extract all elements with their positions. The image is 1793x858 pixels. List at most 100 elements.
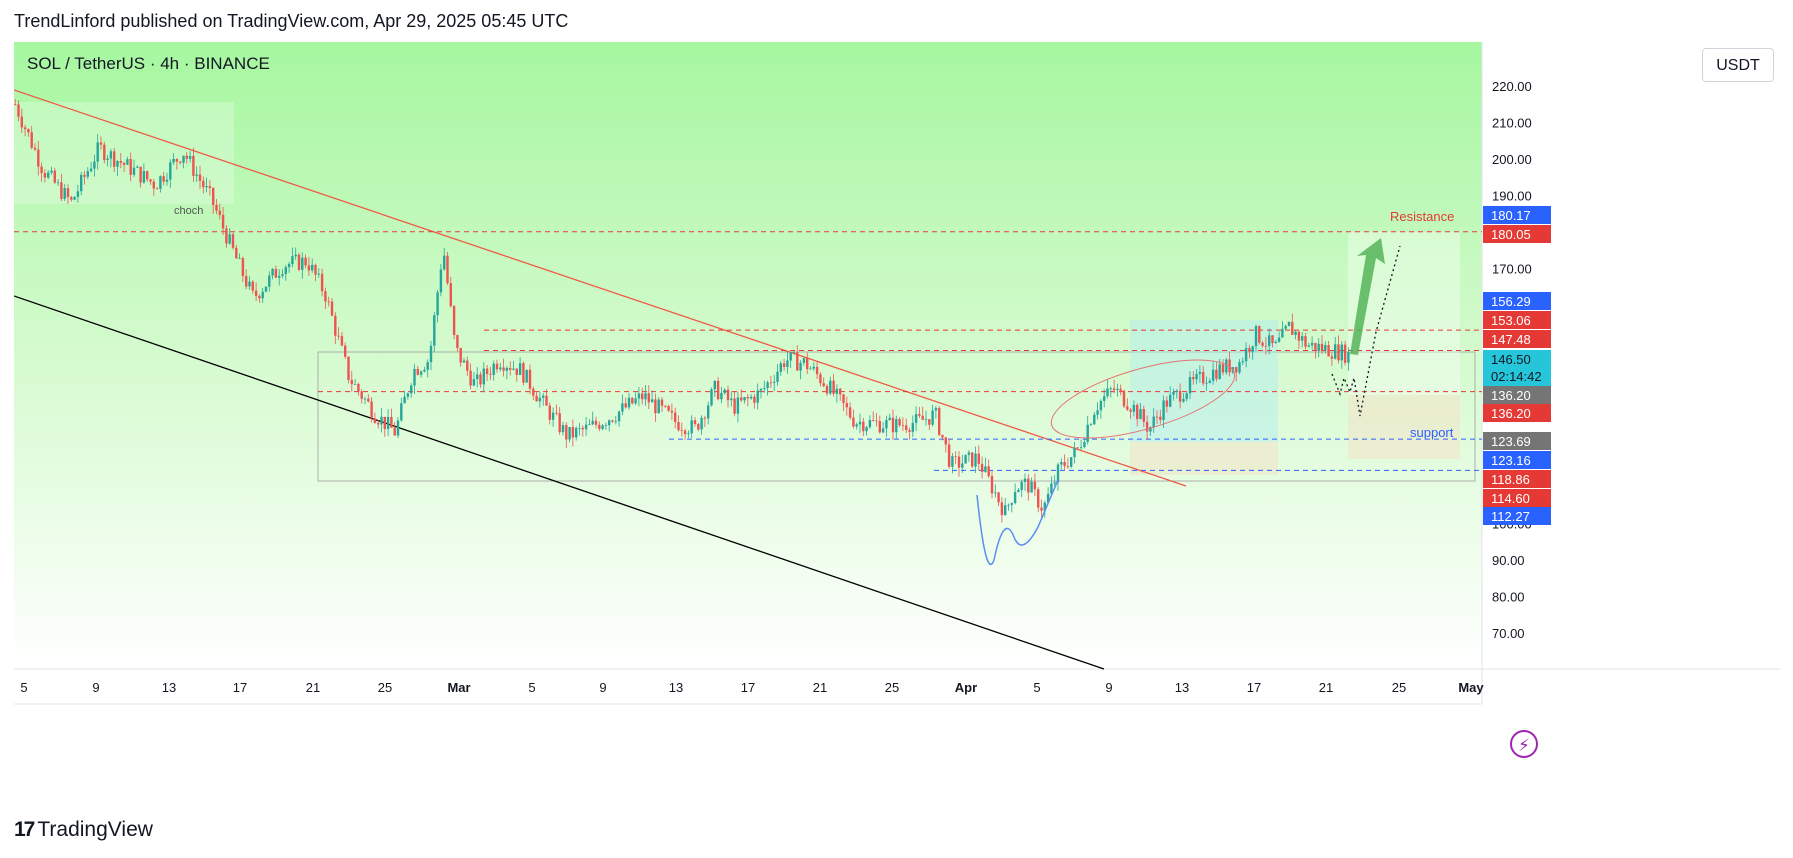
candle (1291, 313, 1294, 335)
candle (66, 184, 70, 204)
candle (439, 263, 443, 297)
candle (542, 392, 545, 406)
candle (746, 393, 749, 407)
candle (1244, 342, 1248, 368)
candle (753, 394, 756, 409)
candle (23, 124, 27, 137)
candle (1192, 371, 1195, 385)
time-tick-label: 25 (378, 680, 392, 695)
candle (297, 252, 301, 272)
time-tick-label: 13 (1175, 680, 1189, 695)
price-chart[interactable]: choch Resistance support 220.00 210.00 200… (14, 42, 1780, 805)
candle (710, 387, 713, 407)
candle (674, 407, 677, 429)
candle (641, 387, 644, 405)
candle (997, 491, 1000, 507)
candle (1211, 361, 1215, 385)
candle (304, 254, 307, 269)
descending-trendline (14, 89, 1187, 487)
candle (1063, 454, 1066, 471)
candle (1000, 496, 1004, 523)
candle (70, 195, 73, 202)
candle (416, 365, 419, 376)
candle (1294, 330, 1297, 340)
candle (469, 363, 472, 390)
candle (792, 350, 796, 354)
candle (782, 358, 786, 371)
candle (241, 256, 245, 283)
candle (1079, 439, 1083, 451)
price-tag: 147.48 (1483, 330, 1551, 348)
candle (528, 364, 532, 395)
candle (324, 287, 327, 309)
lightning-icon[interactable]: ⚡ (1510, 730, 1538, 758)
candle (228, 228, 231, 245)
candle (1268, 328, 1271, 355)
candle (954, 451, 957, 465)
candle (396, 417, 400, 439)
tradingview-logo[interactable]: 17 TradingView (14, 818, 153, 842)
bullish-arrow (1350, 238, 1385, 355)
candle (1297, 329, 1301, 350)
candle (1159, 409, 1162, 424)
price-tag: 118.86 (1483, 470, 1551, 488)
candle (258, 294, 261, 303)
price-tick-label: 200.00 (1492, 152, 1532, 167)
candle (119, 153, 122, 169)
candle (106, 155, 109, 167)
candle (1320, 335, 1324, 354)
candle (1136, 403, 1139, 427)
price-tag: 180.05 (1483, 225, 1551, 243)
candle (423, 366, 426, 373)
candle (1093, 411, 1096, 425)
candle (690, 415, 693, 438)
time-tick-label: 9 (1105, 680, 1112, 695)
candle (1053, 475, 1056, 486)
price-tag: 112.27 (1483, 507, 1551, 525)
candle (538, 391, 542, 408)
candle (446, 251, 449, 286)
candle (1261, 341, 1264, 348)
choch-label: choch (174, 205, 203, 217)
price-tag: 114.60 (1483, 489, 1551, 507)
candle (1340, 341, 1343, 369)
candle (759, 387, 763, 399)
time-tick-label: 5 (20, 680, 27, 695)
price-tick-label: 220.00 (1492, 79, 1532, 94)
candle (317, 268, 320, 278)
candle (340, 332, 344, 347)
candle (1324, 341, 1327, 354)
time-tick-label: 21 (306, 680, 320, 695)
demand-zone (1130, 442, 1278, 475)
candle (905, 418, 908, 434)
currency-button[interactable]: USDT (1702, 48, 1774, 82)
candle (492, 360, 495, 381)
price-axis-tags: 180.17 180.05 156.29 153.06 147.48 146.50 02:1… (1483, 206, 1551, 525)
candle (634, 392, 637, 406)
chart-area[interactable]: choch Resistance support 220.00 210.00 200… (14, 42, 1780, 805)
candle (789, 352, 792, 369)
candle (357, 382, 360, 396)
candle (472, 372, 476, 387)
symbol-title[interactable]: SOL / TetherUS · 4h · BINANCE (27, 54, 270, 73)
candle (862, 417, 865, 437)
candle (839, 387, 842, 401)
candle (502, 358, 505, 377)
candle (776, 364, 779, 386)
candle (406, 392, 410, 400)
candle (578, 422, 581, 436)
candle (182, 155, 185, 169)
candle (1033, 473, 1037, 497)
candle (14, 99, 17, 106)
candle (449, 276, 452, 308)
candle (786, 351, 789, 374)
candle (749, 394, 753, 400)
candle (43, 169, 47, 183)
candle (720, 387, 723, 404)
publisher-line: TrendLinford published on TradingView.co… (14, 11, 569, 31)
price-tag: 136.20 (1483, 386, 1551, 404)
candle (456, 334, 459, 352)
candle (1073, 442, 1076, 464)
candle (654, 393, 657, 423)
candle (664, 404, 667, 408)
